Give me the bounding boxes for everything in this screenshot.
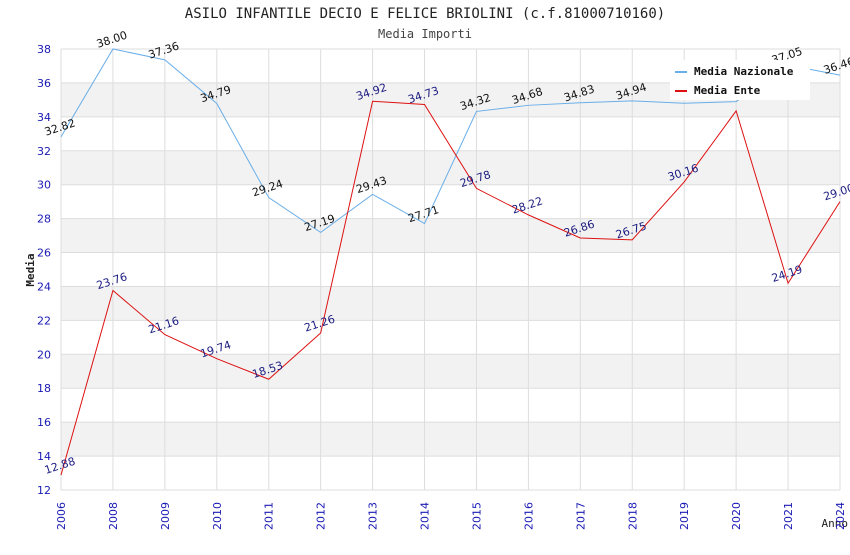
x-tick-label: 2019 xyxy=(678,502,691,530)
x-axis-title: Anno xyxy=(822,517,849,530)
x-tick-label: 2008 xyxy=(107,502,120,530)
y-tick-label: 14 xyxy=(37,450,51,463)
x-tick-label: 2012 xyxy=(315,502,328,530)
grid-band xyxy=(61,320,840,355)
x-tick-label: 2020 xyxy=(730,502,743,530)
y-tick-label: 26 xyxy=(37,247,51,260)
chart-subtitle: Media Importi xyxy=(378,27,472,41)
legend-box xyxy=(670,60,810,100)
x-tick-label: 2016 xyxy=(522,502,535,530)
series-line-nazionale xyxy=(60,48,841,233)
x-tick-label: 2006 xyxy=(55,502,68,530)
legend: Media Nazionale Media Ente xyxy=(670,60,810,100)
grid-lines xyxy=(60,48,841,491)
grid-band xyxy=(61,218,840,253)
x-tick-label: 2021 xyxy=(782,502,795,530)
grid-bands xyxy=(61,49,840,490)
grid-band xyxy=(61,252,840,287)
x-tick-label: 2009 xyxy=(159,502,172,530)
grid-band xyxy=(61,354,840,389)
y-axis-title: Media xyxy=(24,253,37,286)
y-tick-label: 38 xyxy=(37,43,51,56)
series-lines xyxy=(60,48,841,476)
y-tick-label: 20 xyxy=(37,348,51,361)
grid-band xyxy=(61,456,840,490)
grid-band xyxy=(61,388,840,423)
legend-label-ente: Media Ente xyxy=(694,84,761,97)
legend-label-nazionale: Media Nazionale xyxy=(694,65,794,78)
x-tick-label: 2018 xyxy=(626,502,639,530)
x-axis-ticks: 2006 2008 2009 2010 2011 2012 2013 2014 2015 2016… xyxy=(55,502,847,530)
x-tick-label: 2011 xyxy=(263,502,276,530)
y-tick-label: 12 xyxy=(37,484,51,497)
x-tick-label: 2010 xyxy=(211,502,224,530)
x-tick-label: 2015 xyxy=(470,502,483,530)
grid-band xyxy=(61,116,840,151)
chart-title: ASILO INFANTILE DECIO E FELICE BRIOLINI … xyxy=(185,6,665,22)
series-line-ente xyxy=(60,100,841,476)
x-tick-label: 2024 xyxy=(834,502,847,530)
x-tick-label: 2017 xyxy=(574,502,587,530)
x-tick-label: 2014 xyxy=(419,502,432,530)
y-tick-label: 24 xyxy=(37,280,51,293)
y-tick-label: 34 xyxy=(37,111,51,124)
grid-band xyxy=(61,286,840,321)
grid-band xyxy=(61,184,840,219)
y-tick-label: 32 xyxy=(37,145,51,158)
y-tick-label: 28 xyxy=(37,213,51,226)
y-tick-label: 30 xyxy=(37,179,51,192)
data-label-nazionale: 38.00 xyxy=(95,29,129,51)
grid-band xyxy=(61,422,840,457)
y-tick-label: 36 xyxy=(37,77,51,90)
y-tick-label: 18 xyxy=(37,382,51,395)
y-tick-label: 16 xyxy=(37,416,51,429)
x-tick-label: 2013 xyxy=(367,502,380,530)
y-axis-ticks: 12 14 16 18 20 22 24 26 28 30 32 34 36 38 xyxy=(37,43,51,497)
y-tick-label: 22 xyxy=(37,314,51,327)
